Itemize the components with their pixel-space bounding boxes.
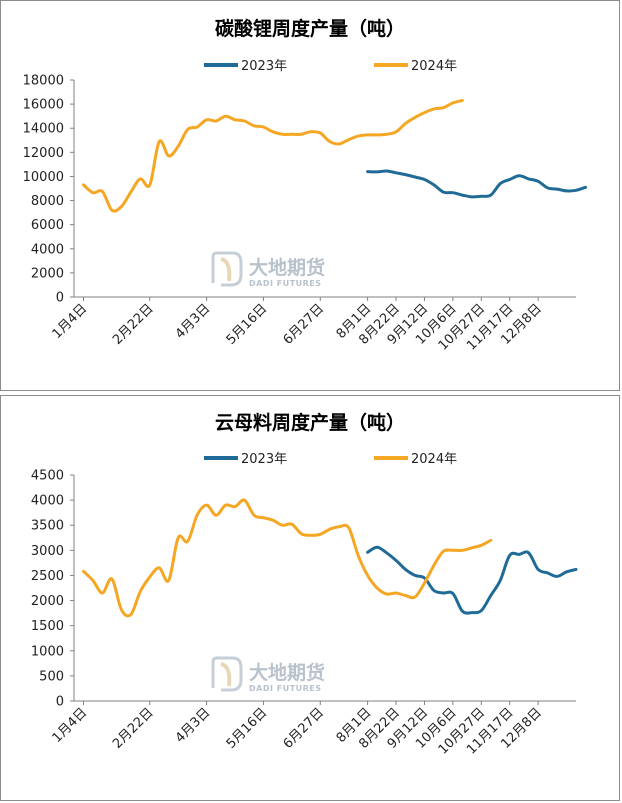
y-tick-label: 4500 <box>31 469 64 484</box>
legend-label-2024: 2024年 <box>411 59 457 74</box>
series-line-2023 <box>366 545 578 615</box>
x-tick-label: 1月4日 <box>50 705 91 746</box>
watermark-brand: 大地期货 <box>249 256 325 279</box>
y-tick-label: 0 <box>56 695 64 710</box>
y-tick-label: 1500 <box>31 619 64 634</box>
lithium-carbonate-chart-panel: 碳酸锂周度产量（吨） 2023年 2024年 大地期货 DADI FUTURES… <box>0 0 620 391</box>
watermark-brand-en: DADI FUTURES <box>249 684 322 693</box>
chart-legend: 2023年 2024年 <box>204 59 457 74</box>
x-tick-label: 6月27日 <box>281 301 328 348</box>
watermark-brand-en: DADI FUTURES <box>249 279 322 288</box>
y-tick-label: 0 <box>56 291 64 306</box>
y-tick-label: 8000 <box>31 194 64 209</box>
x-axis: 1月4日 2月22日 4月3日 5月16日 6月27日 8月1日8月22日9月12日10月… <box>50 296 576 354</box>
y-tick-label: 14000 <box>23 122 64 137</box>
mica-chart-panel: 云母料周度产量（吨） 2023年 2024年 大地期货 DADI FUTURES… <box>0 395 620 801</box>
y-tick-label: 16000 <box>23 98 64 113</box>
y-axis: 0 500 1000 1500 2000 2500 3000 3500 4000 4500 <box>31 469 75 710</box>
y-tick-label: 4000 <box>31 242 64 257</box>
y-tick-label: 4000 <box>31 494 64 509</box>
watermark-logo: 大地期货 DADI FUTURES <box>211 656 325 693</box>
plot-area <box>82 99 587 213</box>
y-tick-label: 18000 <box>23 74 64 89</box>
series-line-2024 <box>82 498 493 618</box>
y-tick-label: 2000 <box>31 594 64 609</box>
x-tick-label: 2月22日 <box>110 301 157 348</box>
watermark-logo: 大地期货 DADI FUTURES <box>211 251 325 288</box>
watermark-brand: 大地期货 <box>249 661 325 684</box>
lithium-carbonate-chart: 碳酸锂周度产量（吨） 2023年 2024年 大地期货 DADI FUTURES… <box>23 17 587 354</box>
y-tick-label: 12000 <box>23 146 64 161</box>
y-tick-label: 2000 <box>31 266 64 281</box>
x-tick-label: 4月3日 <box>173 301 214 342</box>
y-tick-label: 2500 <box>31 569 64 584</box>
watermark-logo-icon <box>211 251 243 287</box>
y-axis: 0 2000 4000 6000 8000 10000 12000 14000 16000 180… <box>23 74 75 306</box>
y-tick-label: 10000 <box>23 170 64 185</box>
x-tick-label: 5月16日 <box>224 705 271 752</box>
series-line-2023 <box>366 169 587 199</box>
plot-area <box>82 498 578 618</box>
x-axis: 1月4日 2月22日 4月3日 5月16日 6月27日 8月1日8月22日9月12日10月… <box>50 700 576 758</box>
legend-label-2024: 2024年 <box>411 452 457 467</box>
chart-legend: 2023年 2024年 <box>204 452 457 467</box>
x-tick-label: 4月3日 <box>173 705 214 746</box>
y-tick-label: 1000 <box>31 644 64 659</box>
x-tick-label: 1月4日 <box>50 301 91 342</box>
watermark-logo-icon <box>211 656 243 692</box>
y-tick-label: 3500 <box>31 519 64 534</box>
y-tick-label: 500 <box>39 669 64 684</box>
y-tick-label: 3000 <box>31 544 64 559</box>
legend-label-2023: 2023年 <box>241 452 287 467</box>
x-tick-label: 2月22日 <box>110 705 157 752</box>
y-tick-label: 6000 <box>31 218 64 233</box>
mica-chart: 云母料周度产量（吨） 2023年 2024年 大地期货 DADI FUTURES… <box>31 411 578 758</box>
x-tick-label: 6月27日 <box>281 705 328 752</box>
series-line-2024 <box>82 99 464 213</box>
legend-label-2023: 2023年 <box>241 59 287 74</box>
x-tick-label: 5月16日 <box>224 301 271 348</box>
chart-title: 云母料周度产量（吨） <box>215 411 405 434</box>
chart-title: 碳酸锂周度产量（吨） <box>215 17 405 40</box>
